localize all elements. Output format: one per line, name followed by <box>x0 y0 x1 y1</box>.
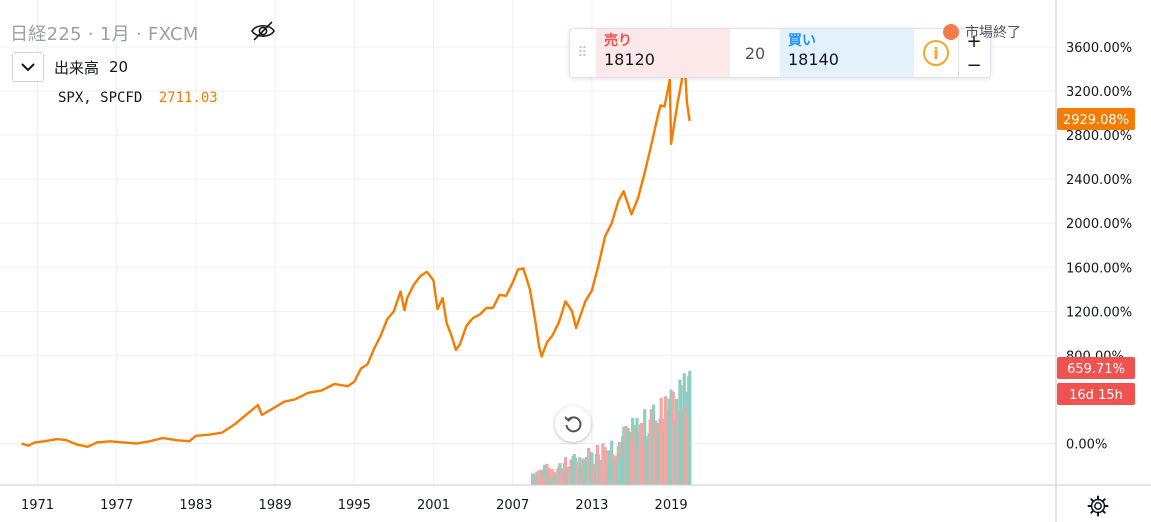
y-tick-label: 0.00% <box>1066 438 1107 453</box>
drag-handle-icon[interactable]: ⠿ <box>577 45 589 61</box>
y-tick-label: 2800.00% <box>1066 129 1132 144</box>
x-tick-label: 2007 <box>496 498 529 513</box>
settings-gear-icon[interactable] <box>1086 494 1110 518</box>
sell-label: 売り <box>604 33 632 49</box>
compare-legend-value: 2711.03 <box>158 90 218 106</box>
time-axis[interactable]: 1971 1977 1983 1989 1995 2001 2007 2013 2019 <box>21 498 688 513</box>
compare-legend[interactable]: SPX, SPCFD 2711.03 <box>58 90 218 106</box>
volume-bar <box>558 463 562 485</box>
y-tick-label: 2400.00% <box>1066 173 1132 188</box>
volume-legend-label: 出来高 <box>54 58 100 77</box>
y-tick-label: 3200.00% <box>1066 85 1132 100</box>
current-value-badge: 2929.08% <box>1057 108 1135 130</box>
compare-legend-symbol: SPX, SPCFD <box>58 90 143 106</box>
market-status-label: 市場終了 <box>965 25 1021 41</box>
y-tick-label: 1600.00% <box>1066 261 1132 276</box>
volume-histogram <box>530 370 692 485</box>
x-tick-label: 2013 <box>575 498 608 513</box>
buy-button[interactable]: 買い 18140 <box>780 29 914 77</box>
series-line-spx <box>21 54 691 448</box>
info-icon[interactable]: i <box>923 40 949 66</box>
x-tick-label: 2019 <box>655 498 688 513</box>
reset-icon[interactable] <box>555 406 591 442</box>
volume-legend-value: 20 <box>109 58 129 76</box>
info-container: i <box>914 29 958 77</box>
y-tick-label: 3600.00% <box>1066 41 1132 56</box>
increase-button[interactable]: + <box>966 30 982 52</box>
symbol-title[interactable]: 日経225 · 1月 · FXCM <box>10 24 199 45</box>
sell-button[interactable]: 売り 18120 <box>596 29 730 77</box>
x-tick-label: 1995 <box>338 498 371 513</box>
current-value-label: 2929.08% <box>1063 113 1129 128</box>
volume-bar <box>587 447 591 485</box>
volume-legend: 出来高 20 <box>12 52 128 82</box>
y-tick-label: 2000.00% <box>1066 217 1132 232</box>
x-tick-label: 1983 <box>179 498 212 513</box>
volume-value-badge: 659.71% <box>1057 357 1135 379</box>
buy-label: 買い <box>788 33 816 49</box>
quantity-stepper: + − <box>958 29 989 77</box>
quantity-field[interactable]: 20 <box>744 43 766 63</box>
x-tick-label: 1977 <box>100 498 133 513</box>
decrease-button[interactable]: − <box>966 54 982 76</box>
volume-value-label: 659.71% <box>1067 362 1125 377</box>
sell-price: 18120 <box>604 50 655 69</box>
volume-bar <box>688 370 692 485</box>
buy-price: 18140 <box>788 50 839 69</box>
chevron-down-icon[interactable] <box>12 52 44 82</box>
countdown-badge: 16d 15h <box>1057 383 1135 405</box>
market-status[interactable]: 市場終了 <box>943 22 1021 42</box>
x-tick-label: 1971 <box>21 498 54 513</box>
y-tick-label: 1200.00% <box>1066 305 1132 320</box>
market-status-dot <box>943 24 959 40</box>
eye-crossed-icon[interactable] <box>250 20 276 42</box>
price-axis[interactable]: 3600.00% 3200.00% 2800.00% 2400.00% 2000.00%… <box>1066 41 1132 453</box>
volume-bar <box>543 464 547 485</box>
x-tick-label: 2001 <box>417 498 450 513</box>
grid-lines <box>0 0 1056 485</box>
x-tick-label: 1989 <box>259 498 292 513</box>
trade-panel: ⠿ 売り 18120 20 買い 18140 i + − <box>569 28 991 78</box>
countdown-label: 16d 15h <box>1069 388 1123 403</box>
